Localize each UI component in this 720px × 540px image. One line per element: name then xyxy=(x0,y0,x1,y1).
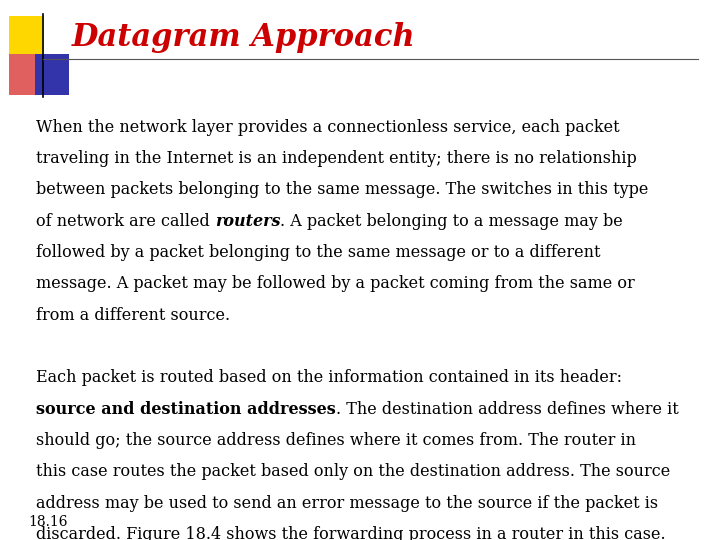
Text: Each packet is routed based on the information contained in its header:: Each packet is routed based on the infor… xyxy=(36,369,622,386)
Text: between packets belonging to the same message. The switches in this type: between packets belonging to the same me… xyxy=(36,181,649,198)
Text: from a different source.: from a different source. xyxy=(36,307,230,323)
Text: When the network layer provides a connectionless service, each packet: When the network layer provides a connec… xyxy=(36,119,620,136)
Text: 18.16: 18.16 xyxy=(29,516,68,530)
Text: of network are called: of network are called xyxy=(36,213,215,230)
Text: this case routes the packet based only on the destination address. The source: this case routes the packet based only o… xyxy=(36,463,670,480)
Text: followed by a packet belonging to the same message or to a different: followed by a packet belonging to the sa… xyxy=(36,244,600,261)
Text: . A packet belonging to a message may be: . A packet belonging to a message may be xyxy=(280,213,623,230)
Text: routers: routers xyxy=(215,213,280,230)
Text: address may be used to send an error message to the source if the packet is: address may be used to send an error mes… xyxy=(36,495,658,511)
Text: Datagram Approach: Datagram Approach xyxy=(72,22,415,52)
Text: traveling in the Internet is an independent entity; there is no relationship: traveling in the Internet is an independ… xyxy=(36,150,636,167)
Text: . The destination address defines where it: . The destination address defines where … xyxy=(336,401,678,417)
Text: message. A packet may be followed by a packet coming from the same or: message. A packet may be followed by a p… xyxy=(36,275,635,292)
Text: should go; the source address defines where it comes from. The router in: should go; the source address defines wh… xyxy=(36,432,636,449)
Text: discarded. Figure 18.4 shows the forwarding process in a router in this case.: discarded. Figure 18.4 shows the forward… xyxy=(36,526,665,540)
Text: source and destination addresses: source and destination addresses xyxy=(36,401,336,417)
